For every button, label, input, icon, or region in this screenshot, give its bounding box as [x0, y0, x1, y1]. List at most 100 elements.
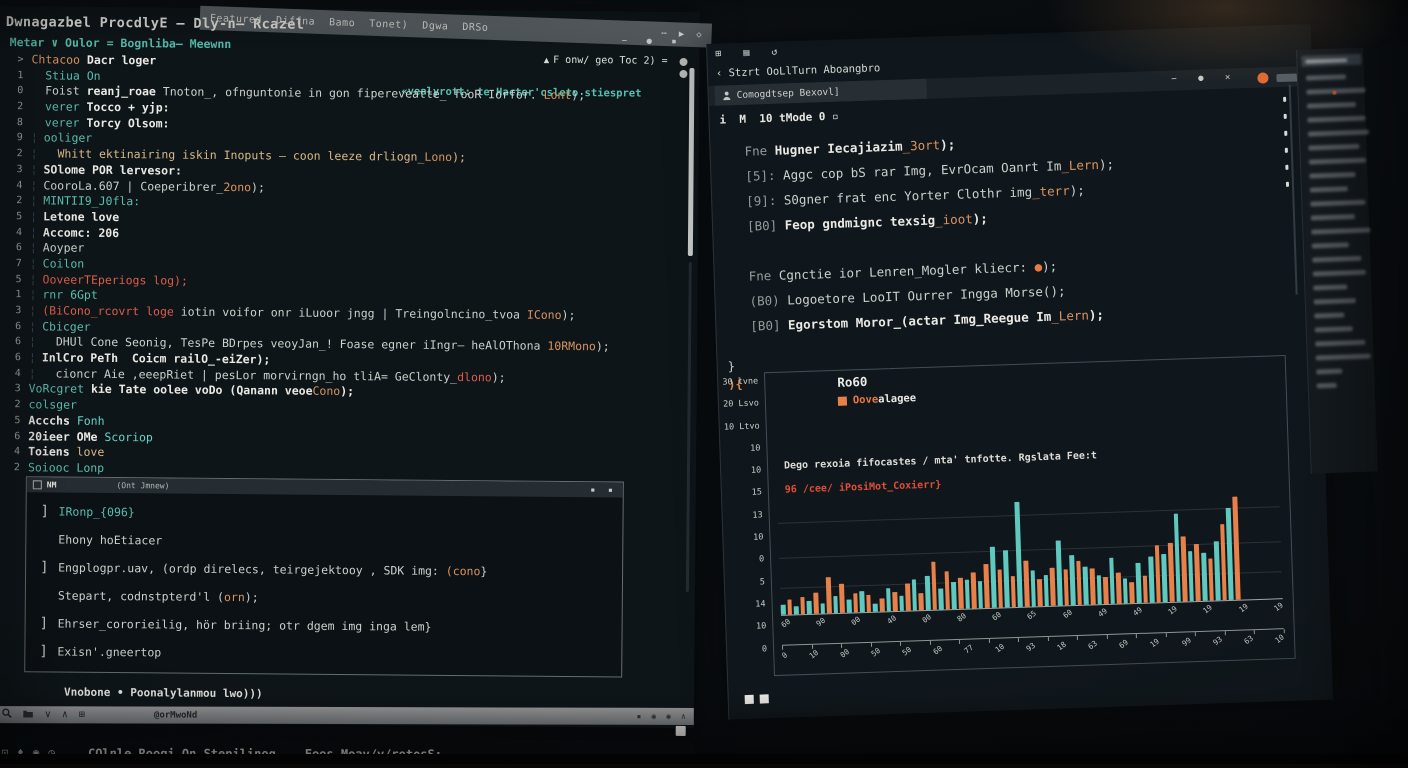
- bar: [1148, 556, 1155, 603]
- sidebar-row[interactable]: [1309, 186, 1349, 193]
- notebook-toolbar[interactable]: i M 10 tMode 0 ▫: [719, 109, 839, 127]
- sidebar-row[interactable]: [1310, 199, 1366, 207]
- bar: [833, 596, 839, 614]
- x-tick-label: 10: [807, 647, 820, 661]
- bar: [1207, 558, 1214, 601]
- bar: [1135, 563, 1142, 604]
- breadcrumb[interactable]: ‹ Stzrt OoLlTurn Aboangbro: [715, 62, 881, 80]
- chevron-up-icon[interactable]: ∧: [61, 709, 68, 721]
- minimap-dot: [1283, 113, 1287, 119]
- tick-mark: [870, 642, 872, 647]
- chart-y-axis-labels: 30 lvne 20 Lsvo 10 Ltvo 10 10 15 13 10 0 5 14 10 0: [718, 376, 768, 667]
- code-token: orn: [223, 589, 245, 605]
- x-tick-label: 19: [1272, 600, 1285, 614]
- search-icon[interactable]: [2, 708, 12, 721]
- y-tick-label: 10: [750, 465, 762, 476]
- code-editor[interactable]: > Chtacoo Dacr loger 1 Stiua On 0 Foist rea…: [0, 52, 680, 482]
- code-token: }: [480, 564, 488, 579]
- sidebar-row[interactable]: [1307, 115, 1366, 123]
- window-controls[interactable]: − ● ✕: [1171, 72, 1239, 85]
- chart-legend: Oove alagee: [837, 392, 916, 407]
- code-token: Lono: [424, 149, 453, 165]
- sidebar-row[interactable]: [1309, 171, 1356, 179]
- brace-close: }: [727, 359, 736, 374]
- y-tick-label: 0: [761, 643, 768, 655]
- bar: [951, 581, 957, 610]
- menu-item[interactable]: Dgwa: [422, 20, 449, 32]
- sidebar-row[interactable]: [1313, 284, 1348, 291]
- sidebar-row[interactable]: [1313, 298, 1357, 305]
- sidebar-row[interactable]: [1312, 255, 1362, 263]
- square-icon[interactable]: ▪: [636, 711, 642, 721]
- sidebar-row[interactable]: [1315, 353, 1372, 361]
- chart-panel: Ro60 Oove alagee Dego rexoia fifocastes /…: [763, 354, 1296, 677]
- sidebar-row[interactable]: [1310, 214, 1355, 221]
- code-token: Toiens: [28, 444, 77, 459]
- code-token: _terr: [1031, 183, 1070, 200]
- sidebar-row[interactable]: [1311, 242, 1349, 249]
- record-icon[interactable]: ◉: [666, 711, 672, 721]
- scrollbar-thumb[interactable]: [687, 68, 695, 257]
- terminal-line[interactable]: ] Exisn'.gneertop: [39, 642, 607, 675]
- x-tick-label: 19: [1201, 602, 1215, 616]
- x-tick-label: 69: [1117, 637, 1131, 651]
- bar: [944, 571, 951, 610]
- sidebar-selected-row[interactable]: [1301, 53, 1362, 67]
- sidebar-row[interactable]: [1305, 74, 1346, 81]
- sidebar-row[interactable]: [1306, 101, 1356, 109]
- tab-pill[interactable]: [1276, 73, 1299, 83]
- sidebar-row[interactable]: [1316, 368, 1343, 375]
- scrollbar-track[interactable]: [1288, 84, 1298, 295]
- window-controls[interactable]: − ● ▪: [621, 36, 684, 47]
- sidebar-row[interactable]: [1312, 269, 1366, 277]
- code-token: verer: [31, 99, 87, 114]
- code-token: );: [244, 590, 259, 605]
- bar: [905, 583, 911, 611]
- gutter-line-number: 6: [14, 430, 21, 442]
- x-tick-label: 93: [1024, 640, 1038, 654]
- window-title: Dwnagazbel ProcdlyE — Dly-n– Rcazel: [5, 14, 305, 33]
- record-icon[interactable]: ◉: [651, 711, 657, 721]
- minimap-dot: [1284, 130, 1288, 136]
- code-token: Stepart, codnstpterd'l (: [57, 588, 225, 604]
- notebook-code[interactable]: Fne Hugner Iecajiazim_3ort); [5]: Aggc co…: [744, 127, 1119, 339]
- sidebar-row[interactable]: [1316, 382, 1337, 389]
- sidebar-row[interactable]: [1314, 326, 1354, 333]
- grid-icon[interactable]: ⊞: [78, 709, 85, 721]
- sidebar-row[interactable]: [1311, 227, 1371, 235]
- notice-button-2[interactable]: [679, 69, 688, 79]
- sidebar-row[interactable]: [1315, 339, 1366, 347]
- folder-icon[interactable]: [23, 709, 34, 721]
- window-footer-buttons[interactable]: [744, 694, 769, 705]
- diamond-icon[interactable]: ◇: [696, 30, 702, 41]
- x-tick-label: 63: [1086, 638, 1100, 652]
- left-editor-window: Featured Diffna Bamo Tonet) Dgwa DRSo ⋯ ▶ ◇ D…: [0, 5, 713, 768]
- indent-guide: ¦: [30, 193, 38, 208]
- bar: [1003, 550, 1010, 608]
- gutter-line-number: 0: [17, 85, 24, 97]
- chevron-down-icon[interactable]: ∨: [44, 709, 51, 721]
- terminal-tab[interactable]: (Ont Jmnew): [116, 481, 170, 491]
- panel-controls-icon[interactable]: ▪ ▪: [590, 485, 617, 495]
- restore-icon[interactable]: [675, 725, 686, 737]
- indent-guide: ¦: [28, 366, 36, 381]
- terminal-body[interactable]: ] IRonp_{096} Ehony hoEtiacer] Engplogpr.ua…: [25, 492, 623, 685]
- code-token: Aoyper: [42, 240, 85, 255]
- tick-mark: [1018, 637, 1020, 642]
- menu-item[interactable]: DRSo: [462, 21, 489, 34]
- menu-item[interactable]: Bamo: [328, 16, 356, 29]
- menu-item[interactable]: Tonet): [369, 18, 409, 31]
- sidebar-row[interactable]: [1307, 129, 1369, 137]
- window-top-icons[interactable]: ⊞ ▤ ↺: [715, 46, 786, 60]
- code-token: Cbicger: [42, 319, 91, 334]
- caret-icon[interactable]: ∧: [680, 711, 686, 721]
- scrollbar-track[interactable]: [685, 262, 692, 593]
- tab-notebook[interactable]: Comogdtsep Bexovl]: [714, 78, 927, 106]
- notification-dot[interactable]: [1257, 72, 1269, 84]
- notice-button[interactable]: [679, 57, 688, 67]
- sidebar-row[interactable]: [1308, 157, 1366, 165]
- tick-mark: [1136, 634, 1138, 639]
- x-tick-label: 00: [849, 614, 863, 628]
- sidebar-row[interactable]: [1314, 312, 1345, 319]
- sidebar-row[interactable]: [1308, 143, 1360, 151]
